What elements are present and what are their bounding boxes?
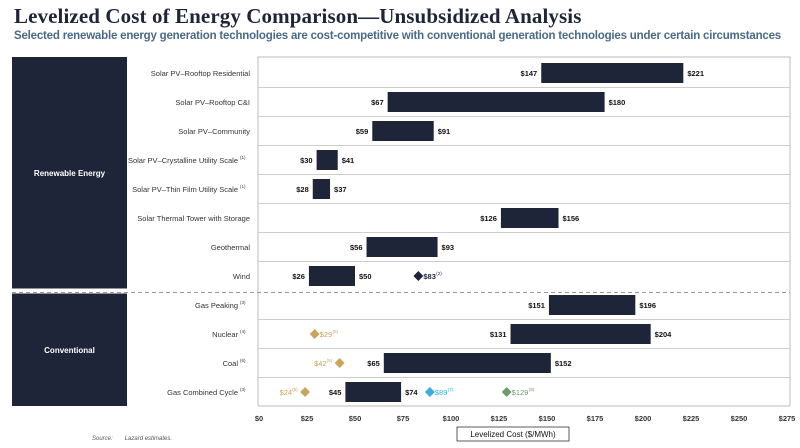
high-value-label: $93 bbox=[442, 243, 455, 252]
marginal-cost-diamond bbox=[300, 387, 311, 397]
low-value-label: $26 bbox=[292, 272, 305, 281]
range-bar bbox=[500, 208, 559, 228]
x-axis-title: Levelized Cost ($/MWh) bbox=[470, 430, 556, 439]
marginal-cost-diamond bbox=[334, 358, 345, 368]
low-value-label: $126 bbox=[480, 214, 497, 223]
marker-footnote: (5) bbox=[292, 387, 298, 392]
row-footnote: (6) bbox=[240, 358, 246, 363]
row-label: Solar PV–Rooftop Residential bbox=[151, 69, 251, 78]
marker-footnote: (7) bbox=[448, 387, 454, 392]
row-label: Solar PV–Thin Film Utility Scale bbox=[132, 185, 238, 194]
range-bar bbox=[312, 179, 331, 199]
marker-label: $24 bbox=[280, 388, 293, 397]
marker-label: $29 bbox=[320, 330, 333, 339]
marker-footnote: (2) bbox=[436, 271, 442, 276]
marker-label: $129 bbox=[512, 388, 529, 397]
high-value-label: $196 bbox=[639, 301, 656, 310]
marginal-cost-diamond bbox=[501, 387, 512, 397]
high-value-label: $91 bbox=[438, 127, 451, 136]
x-tick-label: $25 bbox=[301, 414, 314, 423]
range-bar bbox=[308, 266, 355, 286]
row-label: Geothermal bbox=[211, 243, 251, 252]
marker-label: $42 bbox=[314, 359, 327, 368]
row-label: Solar PV–Crystalline Utility Scale bbox=[128, 156, 238, 165]
low-value-label: $65 bbox=[367, 359, 380, 368]
x-axis-title-box bbox=[456, 426, 570, 442]
x-tick-label: $175 bbox=[587, 414, 604, 423]
low-value-label: $59 bbox=[356, 127, 369, 136]
high-value-label: $221 bbox=[687, 69, 704, 78]
row-label: Coal bbox=[223, 359, 239, 368]
range-bar bbox=[316, 150, 338, 170]
row-label: Wind bbox=[233, 272, 250, 281]
page-subtitle: Selected renewable energy generation tec… bbox=[14, 30, 781, 42]
row-label: Nuclear bbox=[212, 330, 238, 339]
x-tick-label: $125 bbox=[491, 414, 508, 423]
marker-label: $83 bbox=[423, 272, 436, 281]
high-value-label: $50 bbox=[359, 272, 372, 281]
high-value-label: $37 bbox=[334, 185, 347, 194]
range-bar bbox=[387, 92, 605, 112]
page-title: Levelized Cost of Energy Comparison—Unsu… bbox=[14, 4, 582, 28]
low-value-label: $67 bbox=[371, 98, 384, 107]
x-tick-label: $225 bbox=[683, 414, 700, 423]
x-tick-label: $50 bbox=[349, 414, 362, 423]
low-value-label: $45 bbox=[329, 388, 342, 397]
group-label: Conventional bbox=[44, 346, 95, 355]
source-label: Source: bbox=[92, 436, 113, 442]
low-value-label: $56 bbox=[350, 243, 363, 252]
row-label: Solar PV–Community bbox=[178, 127, 250, 136]
range-bar bbox=[548, 295, 636, 315]
source-note: Source: Lazard estimates. bbox=[92, 436, 184, 442]
row-footnote: (3) bbox=[240, 387, 246, 392]
range-bar bbox=[366, 237, 438, 257]
row-footnote: (4) bbox=[240, 329, 246, 334]
marginal-cost-diamond bbox=[309, 329, 320, 339]
high-value-label: $74 bbox=[405, 388, 418, 397]
row-label: Gas Combined Cycle bbox=[167, 388, 238, 397]
high-value-label: $156 bbox=[563, 214, 580, 223]
row-label: Solar PV–Rooftop C&I bbox=[175, 98, 250, 107]
row-footnote: (1) bbox=[240, 184, 246, 189]
row-label: Solar Thermal Tower with Storage bbox=[137, 214, 250, 223]
row-footnote: (1) bbox=[240, 155, 246, 160]
range-bar bbox=[383, 353, 551, 373]
low-value-label: $147 bbox=[521, 69, 538, 78]
x-tick-label: $100 bbox=[443, 414, 460, 423]
range-bar bbox=[345, 382, 402, 402]
marker-label: $89 bbox=[435, 388, 448, 397]
marker-footnote: (5) bbox=[333, 329, 339, 334]
high-value-label: $180 bbox=[609, 98, 626, 107]
high-value-label: $204 bbox=[655, 330, 673, 339]
high-value-label: $41 bbox=[342, 156, 355, 165]
x-tick-label: $75 bbox=[397, 414, 410, 423]
x-tick-label: $0 bbox=[255, 414, 263, 423]
low-value-label: $151 bbox=[528, 301, 545, 310]
high-value-label: $152 bbox=[555, 359, 572, 368]
marginal-cost-diamond bbox=[424, 387, 435, 397]
range-bar bbox=[510, 324, 651, 344]
group-label: Renewable Energy bbox=[34, 169, 106, 178]
x-tick-label: $275 bbox=[779, 414, 796, 423]
group-panel bbox=[12, 57, 127, 289]
row-footnote: (3) bbox=[240, 300, 246, 305]
marker-footnote: (8) bbox=[529, 387, 535, 392]
range-bar bbox=[541, 63, 684, 83]
low-value-label: $30 bbox=[300, 156, 313, 165]
source-text: Lazard estimates. bbox=[124, 436, 173, 442]
low-value-label: $28 bbox=[296, 185, 309, 194]
marker-footnote: (5) bbox=[327, 358, 333, 363]
range-bar bbox=[372, 121, 434, 141]
x-tick-label: $250 bbox=[731, 414, 748, 423]
row-label: Gas Peaking bbox=[195, 301, 238, 310]
x-tick-label: $200 bbox=[635, 414, 652, 423]
x-tick-label: $150 bbox=[539, 414, 556, 423]
marginal-cost-diamond bbox=[413, 271, 424, 281]
low-value-label: $131 bbox=[490, 330, 507, 339]
group-panel bbox=[12, 293, 127, 406]
